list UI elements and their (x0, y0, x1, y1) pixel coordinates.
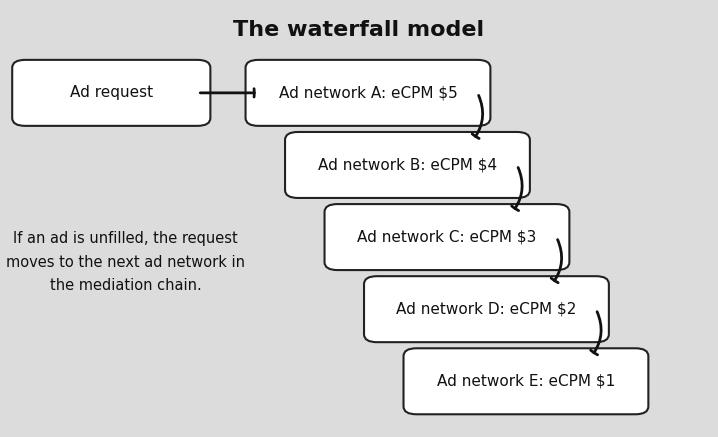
Text: Ad network A: eCPM $5: Ad network A: eCPM $5 (279, 85, 457, 101)
Text: Ad network C: eCPM $3: Ad network C: eCPM $3 (358, 229, 536, 245)
FancyBboxPatch shape (12, 60, 210, 126)
FancyBboxPatch shape (364, 276, 609, 342)
FancyBboxPatch shape (404, 348, 648, 414)
Text: Ad request: Ad request (70, 85, 153, 101)
Text: Ad network D: eCPM $2: Ad network D: eCPM $2 (396, 302, 577, 317)
FancyBboxPatch shape (285, 132, 530, 198)
Text: If an ad is unfilled, the request
moves to the next ad network in
the mediation : If an ad is unfilled, the request moves … (6, 231, 245, 293)
Text: Ad network E: eCPM $1: Ad network E: eCPM $1 (437, 374, 615, 389)
Text: The waterfall model: The waterfall model (233, 20, 485, 40)
FancyBboxPatch shape (246, 60, 490, 126)
Text: Ad network B: eCPM $4: Ad network B: eCPM $4 (318, 157, 497, 173)
FancyBboxPatch shape (325, 204, 569, 270)
